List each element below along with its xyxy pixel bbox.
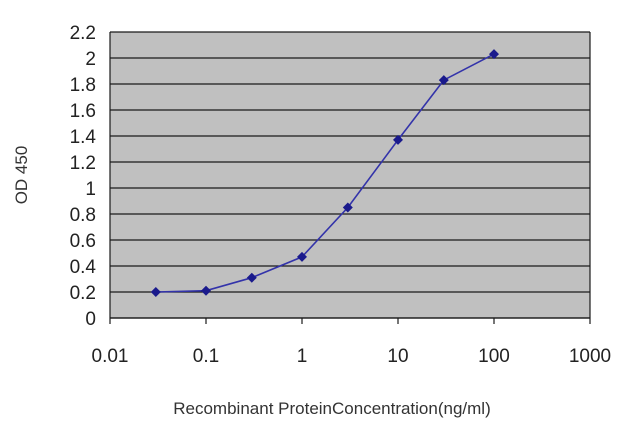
y-tick-label: 1 (85, 179, 96, 200)
data-point-marker (246, 272, 257, 283)
x-tick-label: 0.1 (193, 346, 219, 367)
y-tick-label: 1.6 (70, 101, 96, 122)
y-tick-label: 0.2 (70, 283, 96, 304)
y-tick-label: 2.2 (70, 23, 96, 44)
plot-area (110, 32, 590, 318)
y-tick-label: 0.8 (70, 205, 96, 226)
y-tick-label: 0 (85, 309, 96, 330)
x-tick-label: 1 (297, 346, 308, 367)
series-line (155, 53, 495, 293)
y-tick-labels: 0 0.2 0.4 0.6 0.8 1 1.2 1.4 1.6 1.8 2 2.2 (70, 23, 97, 330)
x-tick-label: 1000 (569, 346, 611, 367)
y-tick-label: 2 (85, 49, 96, 70)
data-point-marker (342, 202, 353, 213)
grid-lines (110, 31, 590, 319)
y-tick-label: 0.4 (70, 257, 97, 278)
y-axis-title: OD 450 (12, 146, 31, 205)
x-tick-label: 0.01 (92, 346, 129, 367)
y-tick-label: 0.6 (70, 231, 96, 252)
y-tick-label: 1.8 (70, 75, 96, 96)
data-point-marker (438, 75, 449, 86)
data-series (150, 49, 499, 297)
data-point-marker (489, 49, 499, 60)
x-axis-title: Recombinant ProteinConcentration(ng/ml) (173, 399, 491, 418)
x-tick-label: 10 (387, 346, 408, 367)
data-point-marker (201, 285, 211, 296)
y-tick-label: 1.2 (70, 153, 96, 174)
x-tick-label: 100 (478, 346, 510, 367)
data-point-marker (393, 134, 403, 145)
data-point-marker (150, 287, 161, 297)
x-tick-labels: 0.01 0.1 1 10 100 1000 (92, 346, 612, 367)
axes (109, 32, 591, 324)
data-point-marker (297, 251, 307, 262)
y-tick-label: 1.4 (70, 127, 97, 148)
